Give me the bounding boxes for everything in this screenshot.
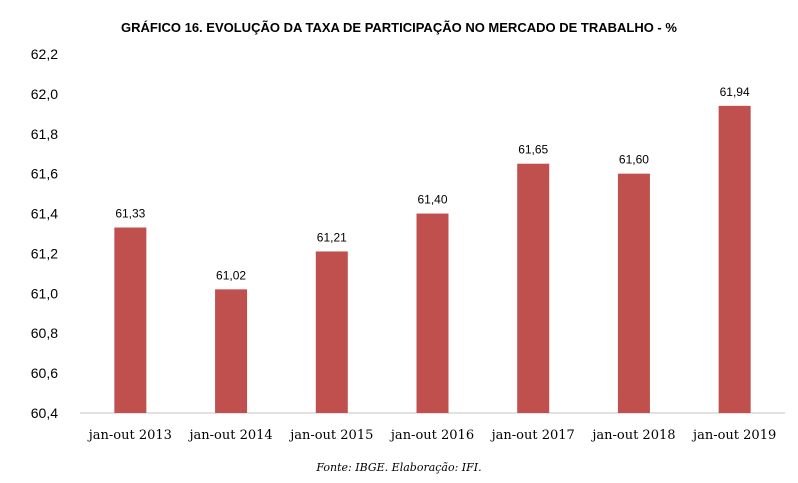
bar-jan-out-2017: [517, 163, 550, 413]
y-tick-label: 60,4: [31, 405, 58, 421]
x-tick-label: jan-out 2015: [288, 428, 373, 443]
data-label: 61,65: [518, 143, 548, 157]
bar-jan-out-2019: [718, 105, 751, 413]
chart-title: GRÁFICO 16. EVOLUÇÃO DA TAXA DE PARTICIP…: [121, 20, 677, 35]
data-label: 61,94: [720, 85, 750, 99]
data-label: 61,60: [619, 153, 649, 167]
y-tick-label: 61,0: [31, 285, 58, 301]
y-tick-label: 60,6: [31, 365, 58, 381]
data-label: 61,33: [115, 207, 145, 221]
x-tick-label: jan-out 2014: [187, 428, 272, 443]
y-tick-label: 62,2: [31, 46, 58, 62]
bar-jan-out-2015: [315, 251, 348, 413]
x-tick-label: jan-out 2017: [490, 428, 575, 443]
x-tick-label: jan-out 2018: [590, 428, 675, 443]
bar-jan-out-2014: [215, 289, 248, 413]
bar-jan-out-2016: [416, 213, 449, 413]
y-tick-label: 62,0: [31, 86, 58, 102]
x-tick-label: jan-out 2016: [389, 428, 474, 443]
bar-jan-out-2013: [114, 227, 147, 413]
data-label: 61,02: [216, 268, 246, 282]
y-tick-label: 60,8: [31, 325, 58, 341]
bar-jan-out-2018: [617, 173, 650, 413]
y-tick-label: 61,4: [31, 206, 58, 222]
y-tick-label: 61,6: [31, 166, 58, 182]
data-label: 61,21: [317, 230, 347, 244]
y-tick-label: 61,8: [31, 126, 58, 142]
y-tick-label: 61,2: [31, 245, 58, 261]
x-tick-label: jan-out 2019: [691, 428, 776, 443]
chart-source: Fonte: IBGE. Elaboração: IFI.: [316, 461, 482, 474]
x-tick-label: jan-out 2013: [87, 428, 172, 443]
data-label: 61,40: [417, 193, 447, 207]
